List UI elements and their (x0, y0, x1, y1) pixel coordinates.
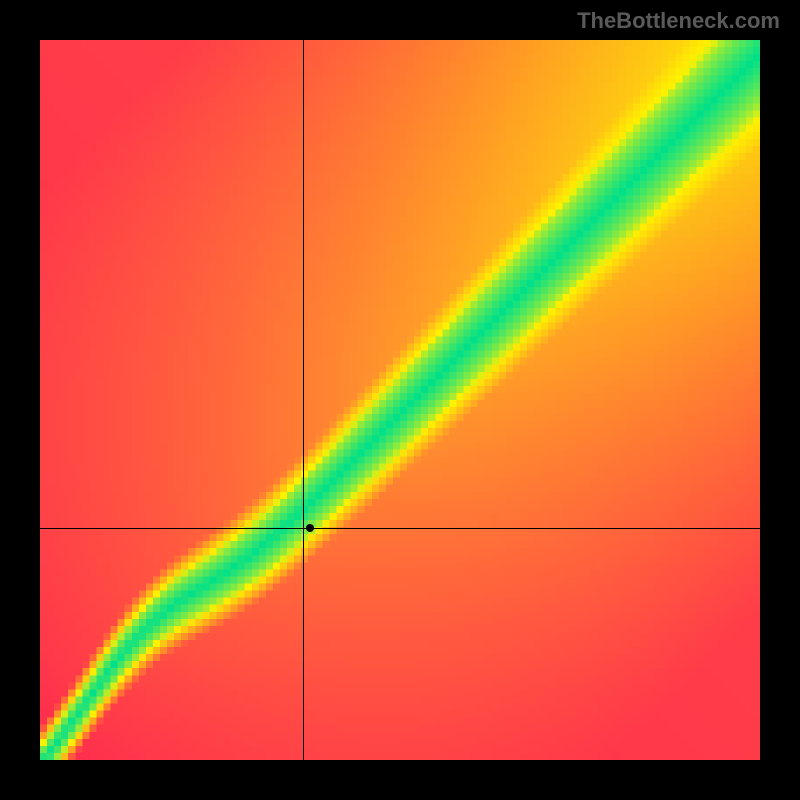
heatmap-plot (40, 40, 760, 760)
crosshair-vertical (303, 40, 304, 760)
crosshair-horizontal (40, 528, 760, 529)
chart-frame: TheBottleneck.com (0, 0, 800, 800)
heatmap-canvas (40, 40, 760, 760)
watermark-text: TheBottleneck.com (577, 8, 780, 34)
data-point-marker (306, 524, 314, 532)
